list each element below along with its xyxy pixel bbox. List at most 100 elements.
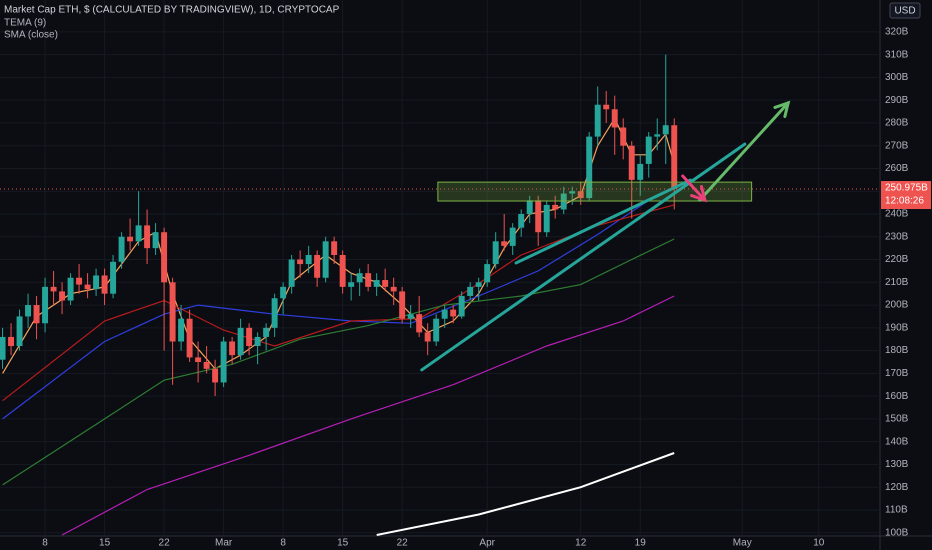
x-tick-label: 8 <box>280 538 286 549</box>
candle-body <box>543 204 550 233</box>
y-tick-label: 130B <box>885 459 909 470</box>
candle-body <box>76 277 83 285</box>
y-tick-label: 240B <box>885 209 909 220</box>
x-tick-label: 10 <box>813 538 825 549</box>
legend-entry: SMA (close) <box>4 30 58 41</box>
candle-body <box>645 136 652 164</box>
candle-body <box>518 214 525 228</box>
candle-body <box>356 273 363 283</box>
candle-body <box>492 241 499 265</box>
legend-entry: TEMA (9) <box>4 18 46 29</box>
candle-body <box>288 259 295 287</box>
candle-body <box>475 282 482 287</box>
candle-body <box>450 309 457 317</box>
candle-body <box>169 282 176 342</box>
candle-body <box>84 284 91 290</box>
candle-body <box>416 314 423 333</box>
candle-body <box>93 275 100 290</box>
candle-body <box>373 280 380 287</box>
candle-body <box>237 327 244 356</box>
y-tick-label: 210B <box>885 277 909 288</box>
y-tick-label: 120B <box>885 482 909 493</box>
candle-body <box>569 191 576 194</box>
candle-body <box>671 125 678 189</box>
candle-body <box>67 277 74 301</box>
countdown: 12:08:26 <box>885 196 924 207</box>
candle-body <box>25 305 32 317</box>
candle-body <box>305 254 312 265</box>
candle-body <box>220 341 227 383</box>
currency[interactable]: USD <box>894 6 915 17</box>
candle-body <box>178 318 185 342</box>
candle-body <box>467 286 474 296</box>
candle-body <box>152 232 159 249</box>
y-tick-label: 260B <box>885 163 909 174</box>
arrow <box>698 101 790 202</box>
candle-body <box>203 361 210 369</box>
candle-body <box>127 236 134 242</box>
x-tick-label: Mar <box>215 538 233 549</box>
candle-body <box>8 336 15 347</box>
y-tick-label: 160B <box>885 391 909 402</box>
candle-body <box>433 318 440 342</box>
indicator-line <box>2 199 650 420</box>
candle-body <box>42 286 49 324</box>
last-price-box <box>881 181 931 210</box>
trend-line <box>420 142 747 372</box>
y-tick-label: 230B <box>885 231 909 242</box>
candle-body <box>101 275 108 294</box>
y-tick-label: 310B <box>885 49 909 60</box>
candle-body <box>314 254 321 278</box>
candle-body <box>0 336 6 360</box>
candle-body <box>637 163 644 180</box>
candle-body <box>620 127 627 146</box>
y-tick-label: 280B <box>885 118 909 129</box>
x-tick-label: Apr <box>479 538 495 549</box>
candle-body <box>16 316 23 347</box>
candle-body <box>501 241 508 246</box>
x-tick-label: 22 <box>159 538 171 549</box>
candle-body <box>161 232 168 283</box>
candle-body <box>526 200 533 214</box>
candle-body <box>424 332 431 342</box>
candle-body <box>186 318 193 358</box>
candle-body <box>628 145 635 180</box>
candle-body <box>297 259 304 265</box>
candle-body <box>407 314 414 319</box>
indicator-line <box>376 452 675 536</box>
candle-body <box>195 357 202 362</box>
x-tick-label: May <box>733 538 752 549</box>
y-tick-label: 290B <box>885 95 909 106</box>
y-tick-label: 190B <box>885 322 909 333</box>
candle-body <box>654 134 661 137</box>
indicator-line <box>2 238 675 486</box>
y-tick-label: 320B <box>885 27 909 38</box>
y-tick-label: 270B <box>885 140 909 151</box>
y-tick-label: 110B <box>885 505 908 516</box>
candle-body <box>212 368 219 383</box>
y-tick-label: 170B <box>885 368 909 379</box>
x-tick-label: 19 <box>635 538 647 549</box>
y-tick-label: 220B <box>885 254 909 265</box>
indicator-line <box>61 295 675 536</box>
candle-body <box>586 136 593 199</box>
candle-body <box>594 104 601 137</box>
candle-body <box>254 336 261 347</box>
candle-body <box>229 341 236 356</box>
candle-body <box>484 264 491 283</box>
candle-body <box>458 295 465 317</box>
candle-body <box>348 282 355 287</box>
plot <box>0 0 880 536</box>
candle-body <box>59 291 66 301</box>
candle-body <box>535 200 542 233</box>
currency-box[interactable] <box>889 2 921 19</box>
candle-body <box>339 254 346 287</box>
candle-body <box>662 125 669 135</box>
indicator-line <box>2 204 675 402</box>
y-tick-label: 200B <box>885 300 909 311</box>
x-tick-label: 22 <box>397 538 409 549</box>
candle-body <box>246 327 253 347</box>
y-tick-label: 150B <box>885 414 909 425</box>
x-tick-label: 8 <box>42 538 48 549</box>
